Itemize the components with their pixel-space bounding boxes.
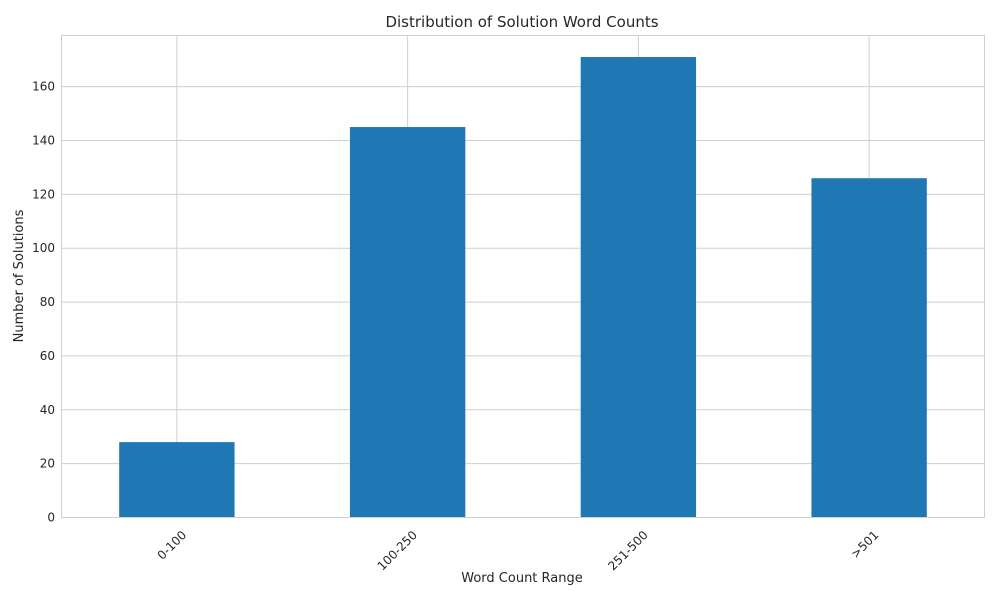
x-tick-label: >501 xyxy=(848,528,881,561)
bar xyxy=(119,442,235,518)
plot-frame xyxy=(61,35,985,518)
chart-title: Distribution of Solution Word Counts xyxy=(385,13,658,31)
y-axis-label: Number of Solutions xyxy=(12,209,27,342)
y-tick-label: 100 xyxy=(32,241,55,255)
y-tick-label: 60 xyxy=(40,349,55,363)
bar xyxy=(811,178,927,518)
x-tick-label: 100-250 xyxy=(375,528,420,573)
x-axis-label: Word Count Range xyxy=(461,571,583,586)
y-tick-label: 0 xyxy=(47,511,55,525)
y-tick-label: 80 xyxy=(40,295,55,309)
y-tick-label: 160 xyxy=(32,80,55,94)
x-tick-label: 0-100 xyxy=(155,528,190,563)
bar xyxy=(349,127,466,518)
y-tick-label: 120 xyxy=(32,187,55,201)
y-tick-labels: 0 20 40 60 80 100 120 140 160 xyxy=(32,80,55,525)
bars xyxy=(119,57,927,518)
y-tick-label: 40 xyxy=(40,403,55,417)
y-tick-label: 140 xyxy=(32,134,55,148)
y-tick-label: 20 xyxy=(40,457,55,471)
x-tick-labels: 0-100 100-250 251-500 >501 xyxy=(155,528,882,573)
x-tick-label: 251-500 xyxy=(605,528,650,573)
bar xyxy=(580,57,697,518)
